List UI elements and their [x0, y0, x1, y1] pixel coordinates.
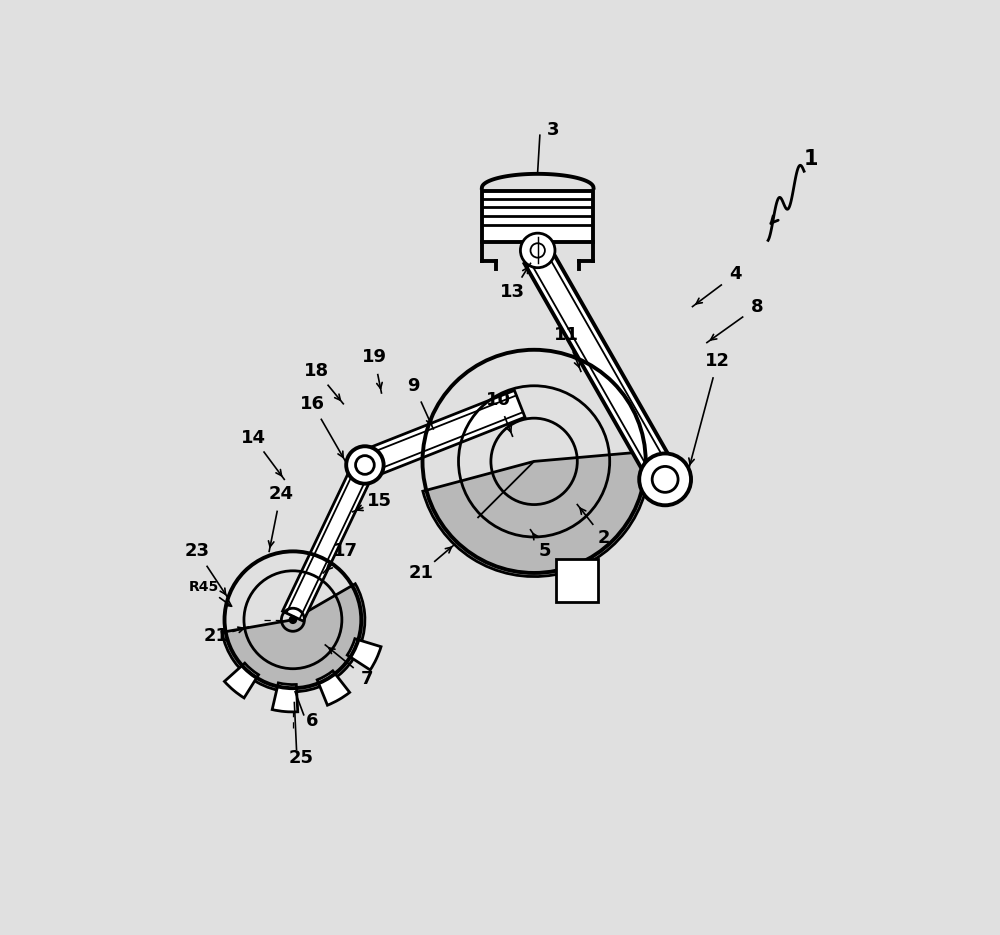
Wedge shape — [317, 670, 350, 705]
Polygon shape — [556, 558, 598, 602]
Wedge shape — [272, 683, 298, 712]
Text: 24: 24 — [268, 484, 293, 503]
Text: 3: 3 — [547, 122, 560, 139]
Text: 8: 8 — [751, 297, 764, 316]
Text: 2: 2 — [598, 529, 610, 547]
Text: 11: 11 — [554, 326, 579, 344]
Wedge shape — [423, 452, 649, 577]
Text: 16: 16 — [300, 395, 325, 412]
Polygon shape — [482, 192, 593, 242]
Text: 23: 23 — [185, 542, 210, 560]
Text: 10: 10 — [486, 391, 511, 410]
Text: 9: 9 — [408, 377, 420, 395]
Circle shape — [346, 446, 384, 483]
Text: 12: 12 — [705, 352, 730, 369]
Wedge shape — [222, 583, 365, 692]
Text: 18: 18 — [304, 363, 329, 381]
Text: 17: 17 — [333, 542, 358, 560]
Text: R45: R45 — [189, 581, 219, 595]
Polygon shape — [360, 391, 525, 479]
Text: 6: 6 — [306, 712, 319, 729]
Text: 13: 13 — [500, 283, 525, 301]
Circle shape — [652, 467, 678, 493]
Text: 19: 19 — [362, 348, 387, 366]
Polygon shape — [283, 460, 375, 621]
Text: 21: 21 — [203, 627, 228, 645]
Circle shape — [356, 455, 374, 474]
Text: 4: 4 — [729, 266, 742, 283]
Circle shape — [520, 233, 555, 267]
Wedge shape — [224, 663, 259, 698]
Circle shape — [639, 453, 691, 505]
Text: 5: 5 — [539, 542, 551, 560]
Text: 21: 21 — [409, 564, 434, 582]
Polygon shape — [525, 249, 678, 487]
Circle shape — [289, 616, 297, 624]
Text: 1: 1 — [804, 149, 819, 169]
Text: 7: 7 — [361, 669, 373, 688]
Wedge shape — [347, 639, 381, 670]
Text: 25: 25 — [289, 749, 314, 767]
Circle shape — [530, 243, 545, 258]
Text: 15: 15 — [367, 492, 392, 510]
Text: 14: 14 — [241, 428, 266, 447]
